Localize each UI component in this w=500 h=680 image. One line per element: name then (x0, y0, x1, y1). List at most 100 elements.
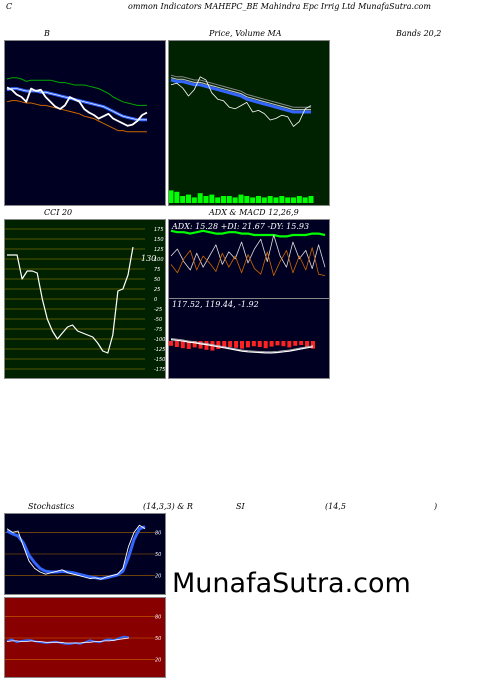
volume-bar (226, 196, 232, 203)
volume-bar (209, 194, 215, 203)
cci-tick-label: -125 (154, 347, 165, 353)
price-ma-slow (170, 74, 311, 108)
rsi-ma-line (6, 637, 130, 644)
bollinger-chart (6, 77, 148, 133)
cci-tick-label: 75 (154, 267, 160, 273)
cci-chart: 175 150 125 100 75 50 25 0 -25 -50 -75 -100 -125 -150… (5, 227, 165, 373)
cci-line (7, 246, 134, 354)
cci-tick-label: 25 (154, 287, 160, 293)
stoch-tick-label: 50 (155, 552, 161, 558)
volume-bar (203, 196, 209, 203)
adx-label: ADX & MACD 12,26,9 (209, 208, 299, 217)
macd-histogram-bar (263, 341, 268, 349)
minus-di-line (170, 247, 326, 276)
macd-histogram-bar (174, 341, 179, 347)
cci-label: CCI 20 (44, 208, 73, 217)
rsi-close-paren: ) (434, 502, 438, 511)
rsi-tick-label: 50 (155, 636, 161, 642)
header-title: ommon Indicators MAHEPC_BE Mahindra Epc … (128, 2, 431, 11)
cci-tick-label: 50 (154, 277, 160, 283)
macd-histogram-bar (257, 341, 262, 347)
cci-last-value: 130 (141, 254, 156, 263)
bands-label: Bands 20,2 (396, 29, 442, 38)
bollinger-middle-band-core (6, 88, 147, 121)
macd-histogram-bar (299, 341, 304, 345)
macd-histogram-bar (228, 341, 233, 347)
cci-tick-label: 125 (154, 247, 164, 253)
macd-histogram-bar (287, 341, 292, 348)
price-volume-label: Price, Volume MA (209, 29, 282, 38)
rsi-tick-label: 80 (155, 614, 161, 620)
cci-tick-label: -100 (154, 337, 165, 343)
macd-histogram-bar (192, 341, 197, 348)
volume-bar (250, 197, 256, 203)
bollinger-price-line (6, 86, 148, 127)
adx-line (170, 229, 326, 238)
rsi-line (6, 635, 130, 645)
volume-bar (279, 196, 285, 203)
macd-values: 117.52, 119.44, -1.92 (172, 300, 259, 309)
bollinger-upper-band (6, 77, 147, 106)
stoch-tick-label: 80 (155, 530, 161, 536)
stoch-d-line (6, 525, 146, 580)
macd-panel: 117.52, 119.44, -1.92 (168, 298, 330, 379)
bollinger-lower-band (6, 100, 147, 133)
volume-bar (302, 197, 308, 203)
cci-tick-label: -75 (154, 327, 162, 333)
volume-bar (232, 197, 238, 203)
macd-histogram-bar (251, 341, 256, 347)
volume-bar (186, 194, 191, 203)
header-c: C (6, 2, 13, 11)
rsi-tick-label: 20 (155, 658, 161, 664)
volume-bar (191, 197, 197, 203)
volume-bar (267, 196, 273, 203)
macd-histogram-bar (234, 341, 239, 348)
macd-histogram-bar (293, 341, 298, 346)
volume-bar (296, 196, 302, 203)
rsi-chart: 80 50 20 (5, 614, 161, 664)
macd-histogram-bar (216, 341, 221, 349)
cci-tick-label: -50 (154, 317, 162, 323)
macd-histogram-bar (311, 341, 315, 349)
volume-bar (221, 196, 226, 203)
macd-histogram-bar (222, 341, 227, 349)
bollinger-label: B (44, 29, 50, 38)
macd-histogram-bar (281, 341, 286, 347)
volume-bar (180, 196, 186, 203)
adx-chart (170, 229, 326, 276)
stochastics-params: (14,3,3) & R (143, 502, 193, 511)
volume-bar (169, 190, 174, 203)
volume-bar (244, 196, 250, 203)
macd-histogram-bar (204, 341, 209, 350)
cci-tick-label: -175 (154, 367, 165, 373)
stochastics-label: Stochastics (28, 502, 75, 511)
volume-bar (197, 193, 203, 203)
macd-histogram-bar (245, 341, 250, 348)
stochastics-chart: 80 50 20 (5, 524, 161, 580)
cci-panel: 175 150 125 100 75 50 25 0 -25 -50 -75 -100 -125 -150… (4, 219, 166, 379)
macd-histogram-bar (198, 341, 203, 349)
macd-chart (169, 338, 315, 354)
cci-tick-label: 175 (154, 227, 164, 233)
price-volume-panel (168, 40, 330, 206)
stoch-tick-label: 20 (155, 574, 161, 580)
bollinger-panel (4, 40, 166, 206)
bollinger-middle-band (6, 87, 147, 122)
volume-bar (256, 196, 261, 203)
macd-histogram-bar (186, 341, 191, 349)
volume-bar (238, 194, 244, 203)
volume-bar (285, 197, 291, 203)
volume-bar (273, 197, 279, 203)
price-volume-chart (169, 74, 314, 203)
cci-tick-label: 0 (154, 297, 157, 303)
price-ma-mid (170, 77, 311, 111)
volume-bar (174, 191, 180, 203)
cci-tick-label: -150 (154, 357, 165, 363)
rsi-si-label: SI (236, 502, 245, 511)
rsi-params: (14,5 (325, 502, 346, 511)
volume-bar (261, 197, 267, 203)
adx-values: ADX: 15.28 +DI: 21.67 -DY: 15.93 (172, 222, 310, 231)
macd-histogram-bar (240, 341, 244, 349)
macd-histogram-bar (180, 341, 185, 349)
cci-tick-label: 100 (154, 257, 164, 263)
